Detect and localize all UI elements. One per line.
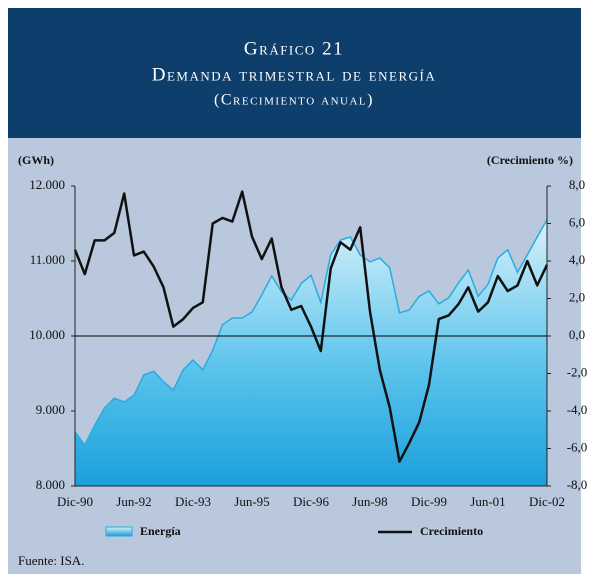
- source: Fuente: ISA.: [18, 553, 84, 568]
- x-tick-label: Dic-02: [529, 494, 565, 509]
- energy-area: [75, 219, 547, 487]
- y-tick-label: 11.000: [30, 252, 65, 267]
- header: [8, 8, 581, 138]
- x-tick-label: Jun-01: [470, 494, 505, 509]
- x-tick-label: Dic-96: [293, 494, 330, 509]
- y2-tick-label: -6,0: [567, 439, 588, 454]
- y-tick-label: 12.000: [29, 177, 65, 192]
- chart-title: Gráfico 21: [244, 38, 344, 59]
- y2-tick-label: -8,0: [567, 477, 588, 492]
- chart-subtitle: Demanda trimestral de energía: [152, 64, 437, 85]
- y2-tick-label: 2,0: [569, 289, 585, 304]
- energy-line: [74, 219, 548, 447]
- x-tick-label: Dic-93: [175, 494, 211, 509]
- legend-swatch: [105, 526, 133, 537]
- x-tick-label: Jun-95: [234, 494, 269, 509]
- y-axis-label: (GWh): [18, 153, 54, 167]
- chart-subtitle: (Crecimiento anual): [214, 92, 374, 109]
- y-tick-label: 9.000: [36, 402, 65, 417]
- growth-line: [73, 190, 549, 463]
- y2-tick-label: 6,0: [569, 214, 585, 229]
- x-tick-label: Dic-99: [411, 494, 447, 509]
- x-tick-label: Dic-90: [57, 494, 93, 509]
- x-tick-label: Jun-98: [352, 494, 387, 509]
- y2-tick-label: 0,0: [569, 327, 585, 342]
- y2-tick-label: 8,0: [569, 177, 585, 192]
- legend-label: Crecimiento: [420, 524, 483, 538]
- legend-label: Energía: [140, 524, 181, 538]
- y2-tick-label: -2,0: [567, 364, 588, 379]
- x-tick-label: Jun-92: [116, 494, 151, 509]
- y2-tick-label: 4,0: [569, 252, 585, 267]
- y2-tick-label: -4,0: [567, 402, 588, 417]
- y-tick-label: 10.000: [29, 327, 65, 342]
- y-tick-label: 8.000: [36, 477, 65, 492]
- y2-axis-label: (Crecimiento %): [487, 153, 573, 167]
